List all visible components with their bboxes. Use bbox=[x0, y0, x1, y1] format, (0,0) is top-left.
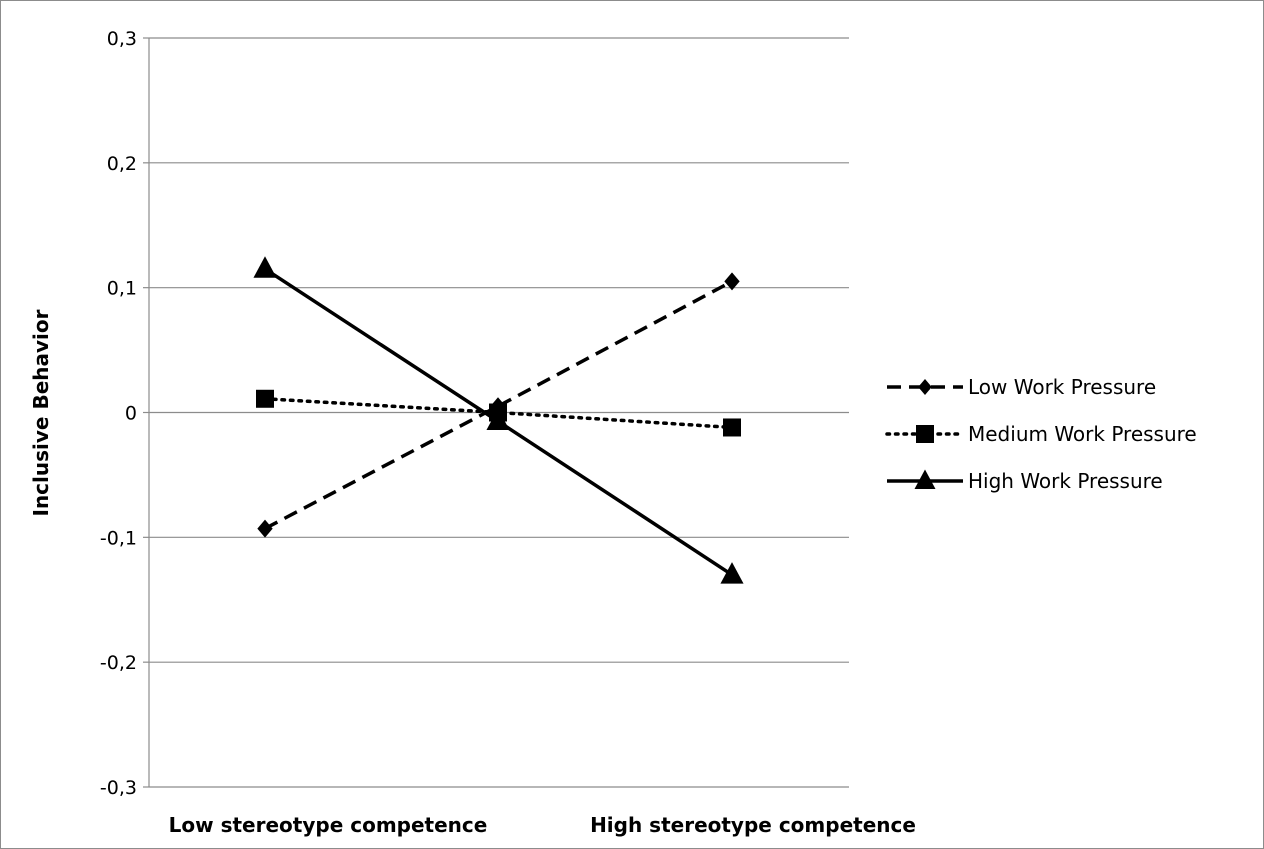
low-work-pressure-marker bbox=[257, 519, 273, 538]
legend-label-low-work-pressure: Low Work Pressure bbox=[968, 375, 1156, 399]
medium-work-pressure-marker bbox=[723, 418, 741, 437]
legend-marker-low-work-pressure bbox=[918, 379, 932, 395]
axis-layer: 0,3 0,2 0,1 0 -0,1 -0,2 -0,3 Low stereotype com… bbox=[100, 28, 916, 837]
legend-label-medium-work-pressure: Medium Work Pressure bbox=[968, 422, 1197, 446]
high-work-pressure-marker bbox=[253, 256, 277, 278]
legend-marker-medium-work-pressure bbox=[916, 425, 934, 443]
y-tick-label: 0,2 bbox=[107, 153, 137, 175]
y-tick-label: 0,3 bbox=[107, 28, 137, 50]
legend-label-high-work-pressure: High Work Pressure bbox=[968, 469, 1163, 493]
y-tick-label: -0,3 bbox=[100, 777, 137, 799]
high-work-pressure-marker bbox=[720, 562, 744, 584]
x-category-label: High stereotype competence bbox=[590, 813, 916, 837]
legend-layer: Low Work Pressure Medium Work Pressure Hig… bbox=[885, 375, 1197, 493]
legend-marker-high-work-pressure bbox=[914, 469, 936, 489]
y-axis-title: Inclusive Behavior bbox=[29, 309, 53, 516]
x-category-label: Low stereotype competence bbox=[169, 813, 488, 837]
low-work-pressure-marker bbox=[724, 272, 740, 291]
high-work-pressure-marker bbox=[486, 408, 510, 431]
y-tick-label: -0,2 bbox=[100, 652, 137, 674]
medium-work-pressure-marker bbox=[256, 389, 274, 408]
y-tick-label: -0,1 bbox=[100, 527, 137, 549]
series-layer bbox=[253, 256, 744, 584]
y-tick-label: 0,1 bbox=[107, 278, 137, 300]
y-tick-label: 0 bbox=[125, 403, 137, 425]
grid-layer bbox=[149, 37, 849, 788]
